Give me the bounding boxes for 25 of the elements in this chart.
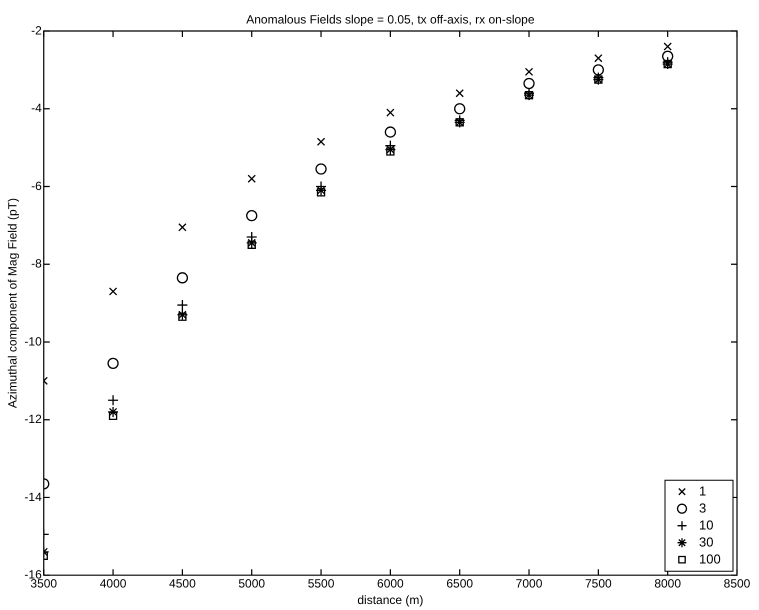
- x-tick-label: 8500: [724, 576, 751, 591]
- y-tick-label: -6: [31, 178, 42, 193]
- y-tick-label: -2: [31, 23, 42, 38]
- y-axis-title: Azimuthal component of Mag Field (pT): [6, 198, 20, 408]
- chart-title: Anomalous Fields slope = 0.05, tx off-axis, rx on-slope: [246, 12, 535, 26]
- y-tick-label: -14: [24, 490, 42, 504]
- y-tick-label: -10: [24, 334, 42, 348]
- legend-label: 1: [699, 483, 706, 498]
- x-tick-label: 4500: [169, 576, 196, 591]
- y-tick-label: -8: [31, 256, 42, 271]
- legend-label: 30: [699, 534, 714, 550]
- x-tick-label: 7500: [584, 576, 612, 591]
- x-tick-label: 6500: [446, 576, 474, 591]
- x-tick-label: 5000: [238, 576, 266, 591]
- x-tick-label: 7000: [516, 576, 543, 591]
- y-tick-label: -12: [24, 412, 42, 426]
- y-tick-label: -4: [31, 101, 42, 116]
- legend-label: 10: [699, 517, 714, 532]
- x-tick-label: 6000: [377, 576, 404, 591]
- x-axis-title: distance (m): [357, 593, 424, 608]
- x-tick-label: 5500: [308, 576, 335, 591]
- legend-label: 100: [699, 551, 721, 566]
- x-tick-label: 8000: [654, 576, 682, 591]
- x-tick-label: 4000: [100, 576, 127, 591]
- legend-label: 3: [699, 500, 706, 516]
